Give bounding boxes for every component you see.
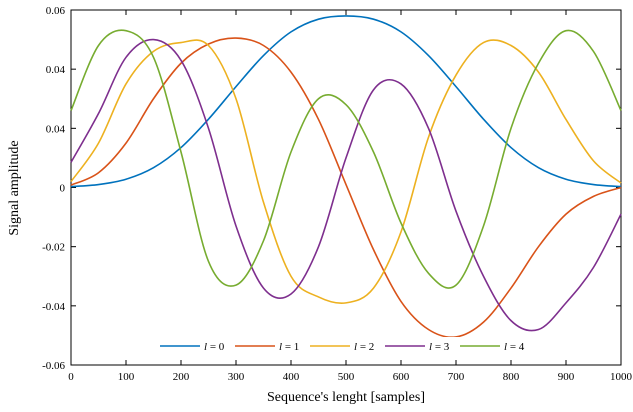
legend: l = 0 l = 1 l = 2 l = 3 l = 4 xyxy=(150,337,535,355)
x-tick-label: 800 xyxy=(503,371,520,383)
x-tick-label: 100 xyxy=(118,371,135,383)
y-tick-label: -0.04 xyxy=(42,301,65,313)
series-layer xyxy=(70,15,622,338)
y-tick-label: -0.02 xyxy=(42,242,65,254)
y-axis-ticks: 0.06 0.04 0.04 0 -0.02 -0.04 -0.06 xyxy=(42,5,621,372)
series-line-4 xyxy=(70,29,622,289)
x-tick-label: 400 xyxy=(283,371,300,383)
x-tick-label: 0 xyxy=(68,371,74,383)
x-tick-label: 900 xyxy=(558,371,575,383)
legend-label-1: l = 1 xyxy=(279,341,299,353)
y-tick-label: -0.06 xyxy=(42,360,65,372)
legend-label-3: l = 3 xyxy=(429,341,450,353)
y-tick-label: 0.04 xyxy=(46,64,66,76)
series-line-3 xyxy=(70,38,622,332)
x-tick-label: 700 xyxy=(448,371,465,383)
legend-label-4: l = 4 xyxy=(504,341,525,353)
y-axis-title: Signal amplitude xyxy=(7,140,22,235)
x-tick-label: 600 xyxy=(393,371,410,383)
x-axis-title: Sequence's lenght [samples] xyxy=(267,390,425,405)
series-line-0 xyxy=(70,15,622,188)
legend-label-2: l = 2 xyxy=(354,341,374,353)
x-tick-label: 200 xyxy=(173,371,190,383)
y-tick-label: 0.06 xyxy=(46,5,66,17)
x-tick-label: 300 xyxy=(228,371,245,383)
series-line-2 xyxy=(70,39,622,305)
x-tick-label: 1000 xyxy=(610,371,633,383)
plot-area xyxy=(70,9,622,366)
y-tick-label: 0.04 xyxy=(46,123,66,135)
x-tick-label: 500 xyxy=(338,371,355,383)
y-tick-label: 0 xyxy=(60,183,66,195)
legend-label-0: l = 0 xyxy=(204,341,225,353)
x-axis-ticks: 0 100 200 300 400 500 600 700 800 900 1000 xyxy=(68,10,633,383)
